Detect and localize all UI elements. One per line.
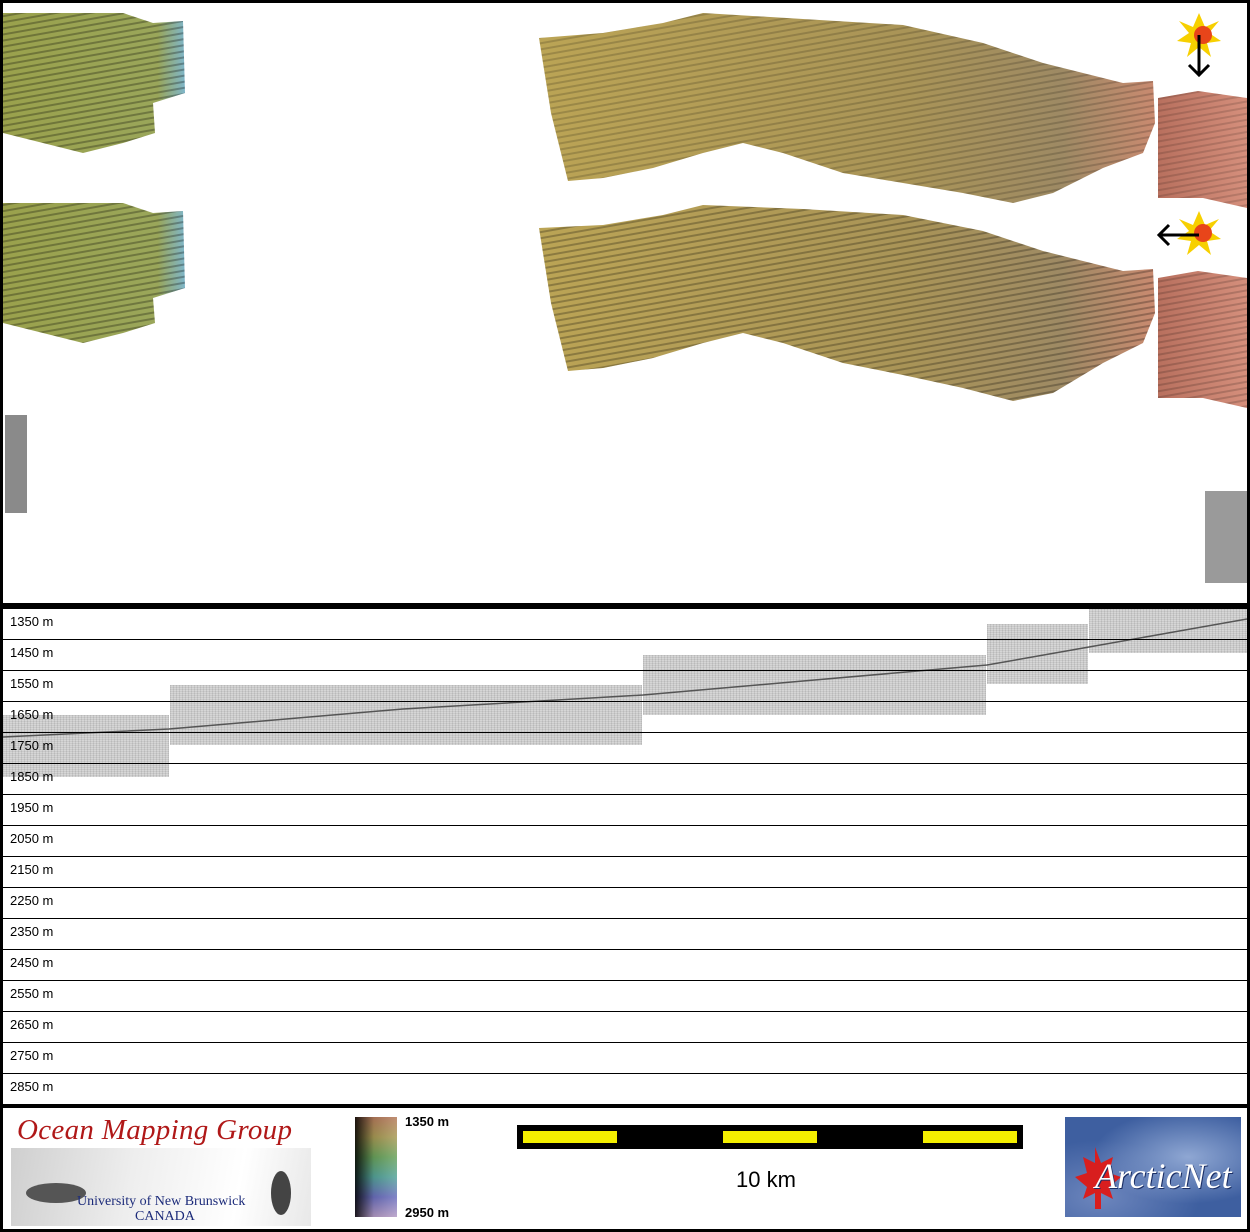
arrow-left-icon <box>1156 223 1199 247</box>
arcticnet-logo: ArcticNet <box>1065 1117 1241 1217</box>
sun-illumination-icon-lower <box>1177 211 1221 255</box>
depth-row: 2650 m <box>3 1012 1247 1043</box>
depth-row: 1450 m <box>3 640 1247 671</box>
echogram-block <box>987 624 1088 684</box>
depth-label: 2050 m <box>10 831 54 846</box>
depth-row: 2450 m <box>3 950 1247 981</box>
depth-label: 1950 m <box>10 800 54 815</box>
omg-university: University of New Brunswick <box>77 1194 246 1209</box>
arcticnet-logo-text: ArcticNet <box>1095 1156 1232 1196</box>
swath-strip-lower <box>539 205 1247 408</box>
depth-label: 1450 m <box>10 645 54 660</box>
depth-row: 2550 m <box>3 981 1247 1012</box>
footer-panel: Ocean Mapping Group University of New Br… <box>3 1108 1247 1229</box>
depth-label: 2350 m <box>10 924 54 939</box>
depth-label: 2750 m <box>10 1048 54 1063</box>
depth-label: 1350 m <box>10 614 54 629</box>
backscatter-fragment-right <box>1205 491 1247 583</box>
depth-row: 1850 m <box>3 764 1247 795</box>
depth-label: 1750 m <box>10 738 54 753</box>
depth-row: 2050 m <box>3 826 1247 857</box>
echogram-block <box>643 655 986 715</box>
scale-label: 10 km <box>736 1167 796 1192</box>
echogram-block <box>3 715 169 777</box>
depth-label: 1650 m <box>10 707 54 722</box>
depth-row: 2250 m <box>3 888 1247 919</box>
depth-row: 1350 m <box>3 609 1247 640</box>
depth-row: 2150 m <box>3 857 1247 888</box>
depth-label: 2850 m <box>10 1079 54 1094</box>
depth-profile-panel: 1350 m 1450 m 1550 m 1650 m 1750 m 1850 m 1950… <box>3 609 1247 1104</box>
depth-label: 2650 m <box>10 1017 54 1032</box>
arrow-down-icon <box>1187 35 1211 78</box>
depth-label: 1850 m <box>10 769 54 784</box>
depth-label: 2250 m <box>10 893 54 908</box>
scale-bar-segment <box>723 1131 817 1143</box>
swath-patch-upper-left <box>3 13 185 153</box>
depth-row: 1550 m <box>3 671 1247 702</box>
legend-bottom-value: 2950 m <box>405 1205 450 1220</box>
depth-row: 1650 m <box>3 702 1247 733</box>
depth-row: 2350 m <box>3 919 1247 950</box>
swath-strip-upper <box>539 13 1247 208</box>
depth-color-legend <box>355 1117 397 1217</box>
maple-leaf-icon <box>1075 1147 1121 1209</box>
scale-bar-segment <box>523 1131 617 1143</box>
swath-patch-lower-left <box>3 203 185 343</box>
omg-title: Ocean Mapping Group <box>17 1114 293 1146</box>
depth-row: 2850 m <box>3 1074 1247 1104</box>
echogram-block <box>170 685 642 745</box>
depth-label: 2450 m <box>10 955 54 970</box>
depth-label: 2550 m <box>10 986 54 1001</box>
depth-label: 2150 m <box>10 862 54 877</box>
scale-bar-segment <box>923 1131 1017 1143</box>
seafloor-trace <box>3 618 1247 738</box>
depth-label: 1550 m <box>10 676 54 691</box>
omg-country: CANADA <box>135 1209 195 1224</box>
scale-bar <box>517 1125 1023 1149</box>
swath-map-panel <box>3 3 1247 603</box>
legend-top-value: 1350 m <box>405 1114 450 1129</box>
depth-row: 1950 m <box>3 795 1247 826</box>
multibeam-seafloor-icon <box>26 1171 291 1215</box>
backscatter-fragment-left <box>5 415 27 513</box>
swath-map-svg <box>3 13 1247 583</box>
omg-logo-image <box>11 1148 311 1226</box>
depth-row: 1750 m <box>3 733 1247 764</box>
echogram-block <box>1089 609 1247 653</box>
depth-row: 2750 m <box>3 1043 1247 1074</box>
